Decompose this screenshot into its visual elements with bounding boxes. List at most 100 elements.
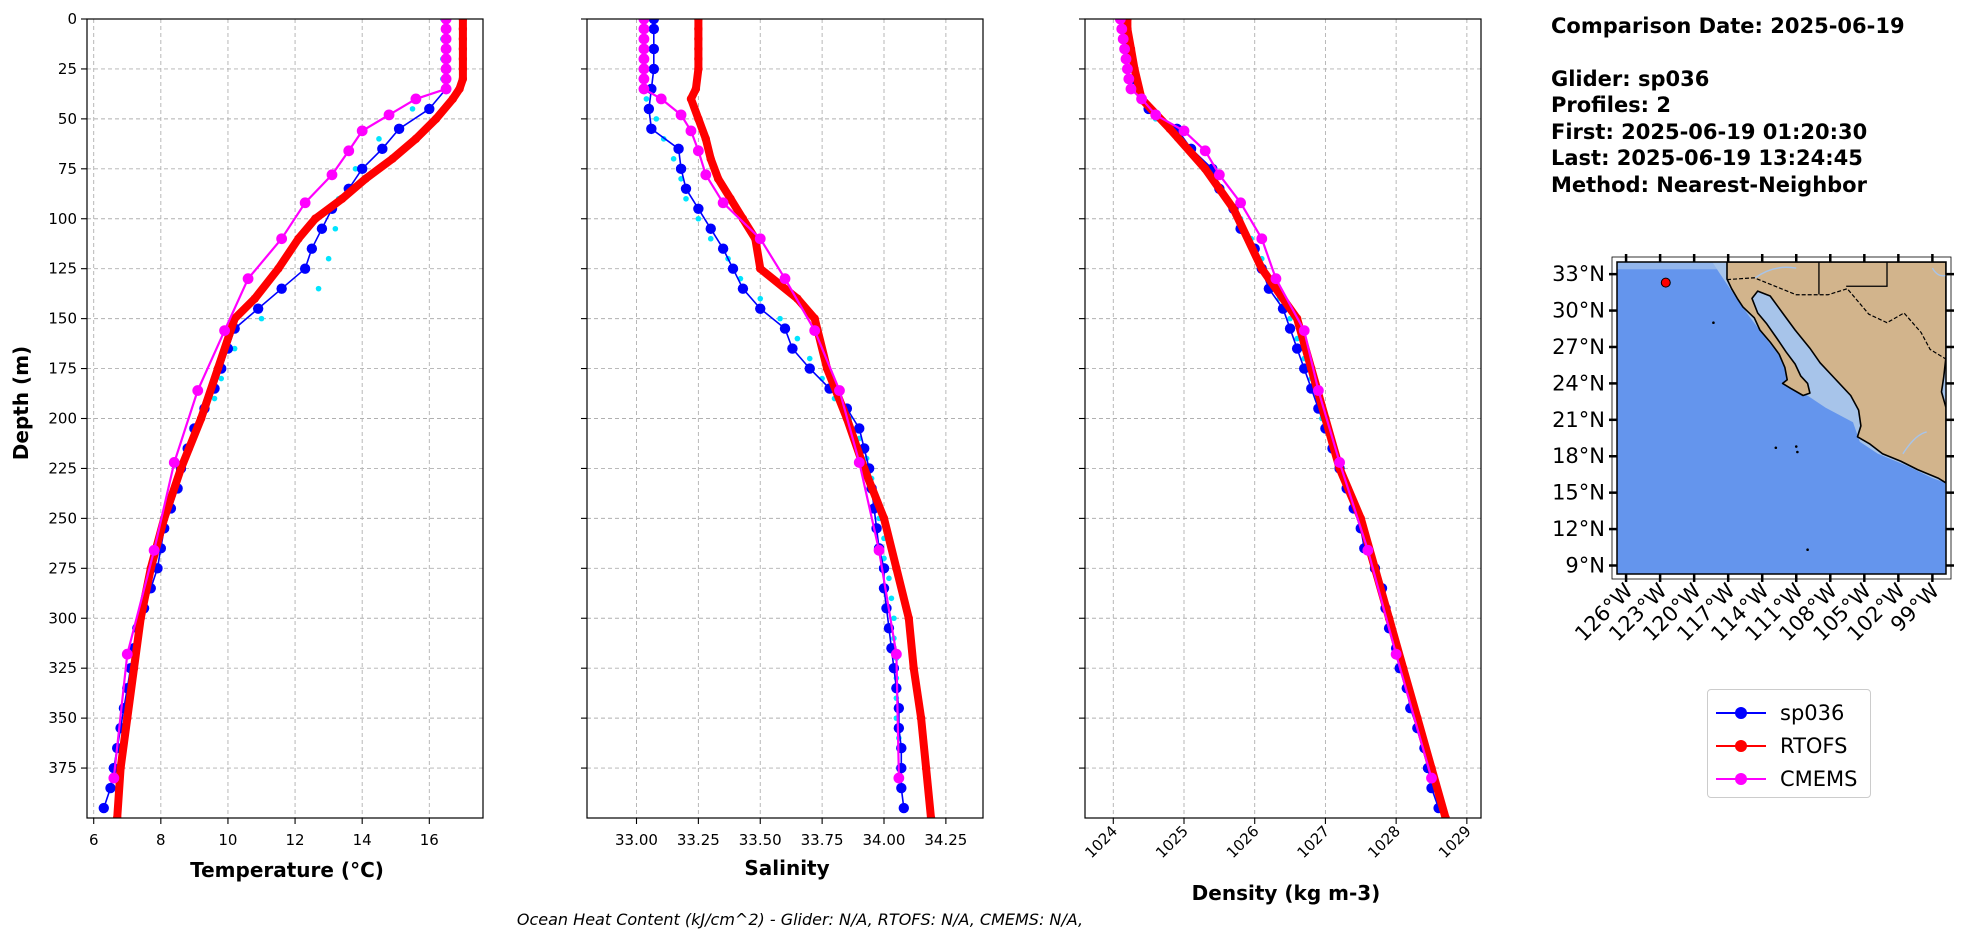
data-point-sp036-profile [717,243,729,254]
x-axis-label-salinity: Salinity [744,856,829,880]
legend-label-sp036: sp036 [1780,700,1845,725]
ocean-heat-content-footer: Ocean Heat Content (kJ/cm^2) - Glider: N… [516,910,1084,929]
data-point-cmems-cmems [890,648,902,660]
data-point-cmems-cmems [1122,63,1133,75]
data-point-sp036-profile [693,203,704,214]
x-axis-label-temperature: Temperature (°C) [190,858,384,882]
method: Method: Nearest-Neighbor [1551,172,1867,197]
data-point-cmems-cmems [168,457,180,468]
data-point-rtofs-thick [337,194,347,203]
first-time: First: 2025-06-19 01:20:30 [1551,119,1868,144]
x-tick-label: 1027 [1294,822,1334,862]
data-point-cmems-cmems [873,544,885,556]
data-point-rtofs-thick [691,84,701,94]
data-point-cmems-cmems [440,73,452,85]
data-point-rtofs-thick [458,54,468,64]
map-island [1774,446,1778,450]
data-point-sp036-profile [646,123,657,135]
data-point-sp036-profile [648,23,660,35]
x-tick-label: 1024 [1081,822,1121,862]
data-point-sp036-raw [352,166,359,172]
data-point-sp036-profile [105,782,116,794]
x-tick-label: 1026 [1223,822,1263,862]
data-point-rtofs-thick [123,713,132,723]
data-point-cmems-cmems [326,169,338,181]
legend-item-sp036: sp036 [1716,696,1862,729]
data-point-sp036-profile [393,123,405,135]
data-point-cmems-cmems [276,233,288,245]
data-point-cmems-cmems [1119,43,1130,55]
data-point-rtofs-thick [250,294,259,303]
data-point-sp036-raw [886,575,892,582]
data-point-sp036-profile [276,283,287,294]
series-line-sp036-profile [103,19,447,809]
data-point-sp036-profile [648,19,660,25]
y-tick-label: 350 [48,709,77,727]
data-point-cmems-cmems [638,53,650,65]
data-point-cmems-cmems [1116,23,1128,35]
data-point-rtofs-thick [904,614,913,623]
data-point-sp036-profile [804,363,815,374]
y-tick-label: 200 [48,410,77,428]
data-point-cmems-cmems [1178,125,1190,137]
data-point-rtofs-thick [1201,164,1210,174]
data-point-rtofs-thick [458,24,468,34]
map-island [1796,450,1799,454]
data-point-sp036-profile [316,223,328,234]
map-river [1902,431,1927,455]
data-point-cmems-cmems [1334,457,1345,468]
data-point-cmems-cmems [1298,325,1310,337]
legend-label-cmems: CMEMS [1780,766,1858,791]
data-point-sp036-raw [888,595,895,602]
x-tick-label: 1028 [1364,822,1404,862]
legend-label-rtofs: RTOFS [1780,733,1848,758]
data-point-cmems-cmems [440,83,452,95]
map-island [1712,321,1715,325]
data-point-sp036-profile [893,702,905,714]
data-point-rtofs-thick [411,134,421,144]
x-tick-label: 1029 [1435,822,1475,862]
glider-position-marker [1660,277,1671,288]
data-point-rtofs-thick [701,134,710,144]
data-point-cmems-cmems [638,63,650,75]
map-lat-label: 27°N [1552,335,1605,359]
x-tick-label: 33.25 [677,831,720,849]
data-point-sp036-profile [779,323,791,334]
data-point-sp036-raw [643,96,650,102]
y-tick-label: 0 [67,10,77,28]
legend-swatch-rtofs [1716,739,1766,753]
data-point-rtofs-thick [136,614,145,623]
series-line-rtofs-thick [1123,19,1450,818]
data-point-sp036-profile [705,223,716,234]
data-point-rtofs-thick [1229,204,1238,213]
data-point-sp036-raw [777,315,783,322]
data-point-rtofs-thick [455,84,464,94]
data-point-cmems-cmems [383,109,395,121]
y-tick-label: 175 [48,360,77,378]
data-point-sp036-profile [648,63,660,75]
x-tick-label: 14 [353,831,372,849]
series-line-sp036-profile [1119,19,1440,809]
data-point-rtofs-thick [113,813,122,818]
map-lat-label: 18°N [1552,444,1605,468]
data-point-rtofs-thick [116,763,125,773]
data-point-cmems-cmems [655,93,667,105]
data-point-sp036-raw [325,255,332,262]
data-point-cmems-cmems [440,53,452,65]
x-tick-label: 8 [156,831,166,849]
y-tick-label: 75 [58,160,77,178]
data-point-rtofs-thick [311,214,320,223]
map-frame [1616,261,1947,575]
data-point-sp036-profile [1291,343,1303,354]
series-line-cmems-cmems [642,19,900,780]
data-point-cmems-cmems [893,772,905,784]
data-point-sp036-raw [683,195,689,202]
y-tick-label: 275 [48,559,77,577]
data-point-sp036-raw [211,395,218,402]
x-tick-label: 1025 [1152,822,1192,862]
data-point-sp036-profile [680,183,692,194]
x-tick-label: 34.25 [924,831,967,849]
data-point-sp036-profile [675,163,687,175]
data-point-sp036-profile [648,43,660,55]
